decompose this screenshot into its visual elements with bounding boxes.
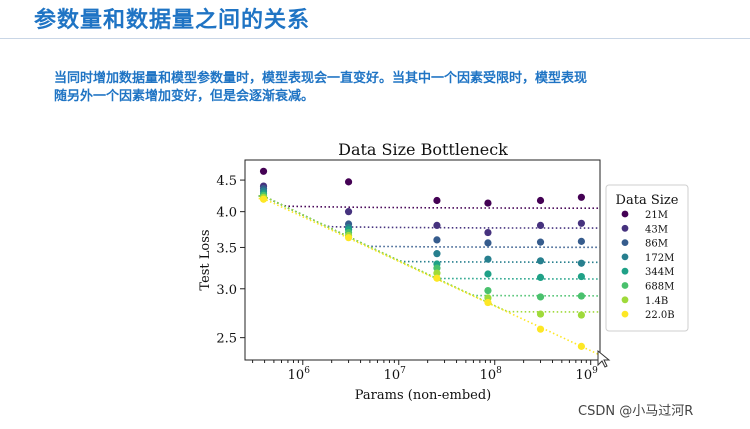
data-points [259, 167, 585, 350]
y-tick-label: 4.0 [216, 206, 237, 221]
legend-marker [621, 296, 629, 304]
title-divider [0, 38, 750, 39]
data-point-21M [433, 196, 441, 205]
y-tick-label: 4.5 [216, 174, 237, 189]
x-tick-label: 108 [480, 366, 503, 383]
data-point-43M [577, 219, 585, 227]
y-tick-label: 2.5 [216, 332, 237, 347]
legend-items: 21M 43M 86M 172M 344M 688M 1.4B 22.0B [621, 210, 675, 321]
plot-frame [244, 159, 601, 361]
legend: Data Size 21M 43M 86M 172M 344M 688M 1.4B 22.0B [605, 184, 689, 332]
data-point-172M [577, 259, 585, 267]
data-point-21M [577, 193, 585, 201]
legend-label: 86M [645, 239, 668, 250]
data-point-86M [433, 236, 441, 244]
fit-line-43M [258, 195, 600, 229]
data-point-688M [577, 292, 585, 300]
slide-title: 参数量和数据量之间的关系 [34, 8, 311, 33]
data-point-344M [577, 272, 585, 281]
data-point-86M [536, 238, 545, 246]
data-point-43M [344, 208, 353, 216]
legend-label: 22.0B [645, 310, 675, 321]
data-point-172M [484, 255, 492, 263]
data-point-86M [484, 239, 492, 247]
data-point-22.0B [259, 195, 268, 203]
legend-label: 688M [645, 282, 674, 293]
x-tick-label: 107 [384, 366, 407, 383]
data-point-22.0B [433, 274, 441, 282]
fit-line-22.0B [258, 197, 600, 356]
legend-marker [621, 224, 629, 232]
csdn-watermark: CSDN @小马过河R [578, 404, 694, 419]
data-point-344M [484, 270, 492, 278]
legend-label: 43M [645, 224, 668, 235]
data-point-344M [536, 273, 545, 282]
fit-line-21M [258, 195, 600, 209]
legend-marker [621, 282, 629, 289]
description-line-1: 当同时增加数据量和模型参数量时，模型表现会一直变好。当其中一个因素受限时，模型表… [54, 71, 588, 86]
fit-line-1.4B [258, 195, 600, 313]
data-point-688M [536, 293, 545, 301]
x-axis-label: Params (non-embed) [355, 388, 491, 403]
legend-marker [621, 253, 629, 261]
mouse-cursor-icon [597, 349, 611, 368]
legend-label: 21M [645, 210, 668, 221]
data-point-21M [484, 199, 492, 207]
legend-label: 1.4B [645, 296, 668, 307]
data-point-43M [433, 221, 441, 230]
data-point-21M [259, 167, 268, 175]
legend-label: 344M [645, 267, 674, 278]
y-axis-label: Test Loss [198, 229, 213, 290]
data-point-172M [433, 250, 441, 258]
data-point-43M [536, 221, 545, 230]
data-point-22.0B [484, 298, 492, 307]
data-point-1.4B [577, 311, 585, 319]
data-point-21M [536, 196, 545, 205]
data-point-22.0B [344, 234, 353, 242]
y-tick-label: 3.0 [216, 283, 237, 298]
data-point-21M [344, 178, 353, 186]
data-point-43M [484, 228, 492, 237]
x-tick-label: 106 [288, 366, 311, 383]
legend-box [605, 184, 689, 332]
x-tick-label: 109 [576, 366, 599, 383]
fit-line-172M [258, 195, 600, 264]
x-axis: 106 107 108 109 [252, 360, 599, 383]
description-line-2: 随另外一个因素增加变好，但是会逐渐衰减。 [54, 89, 315, 104]
data-point-22.0B [536, 325, 545, 333]
data-point-22.0B [577, 342, 585, 350]
slide-description: 当同时增加数据量和模型参数量时，模型表现会一直变好。当其中一个因素受限时，模型表… [54, 70, 694, 106]
legend-title: Data Size [616, 193, 679, 208]
data-point-1.4B [536, 310, 545, 318]
fit-lines [258, 195, 600, 356]
data-point-688M [484, 286, 492, 295]
chart-title: Data Size Bottleneck [338, 140, 508, 159]
legend-marker [621, 210, 629, 218]
data-point-172M [536, 257, 545, 265]
fit-line-688M [258, 195, 600, 297]
y-axis: 2.5 3.0 3.5 4.0 4.5 [216, 174, 245, 347]
data-point-86M [577, 237, 585, 245]
fit-line-86M [258, 195, 600, 249]
y-tick-label: 3.5 [216, 241, 237, 256]
legend-marker [621, 239, 629, 247]
data-point-688M [433, 264, 441, 272]
legend-label: 172M [645, 253, 674, 264]
legend-marker [621, 267, 629, 275]
data-point-1.4B [433, 269, 441, 277]
legend-marker [621, 310, 629, 318]
